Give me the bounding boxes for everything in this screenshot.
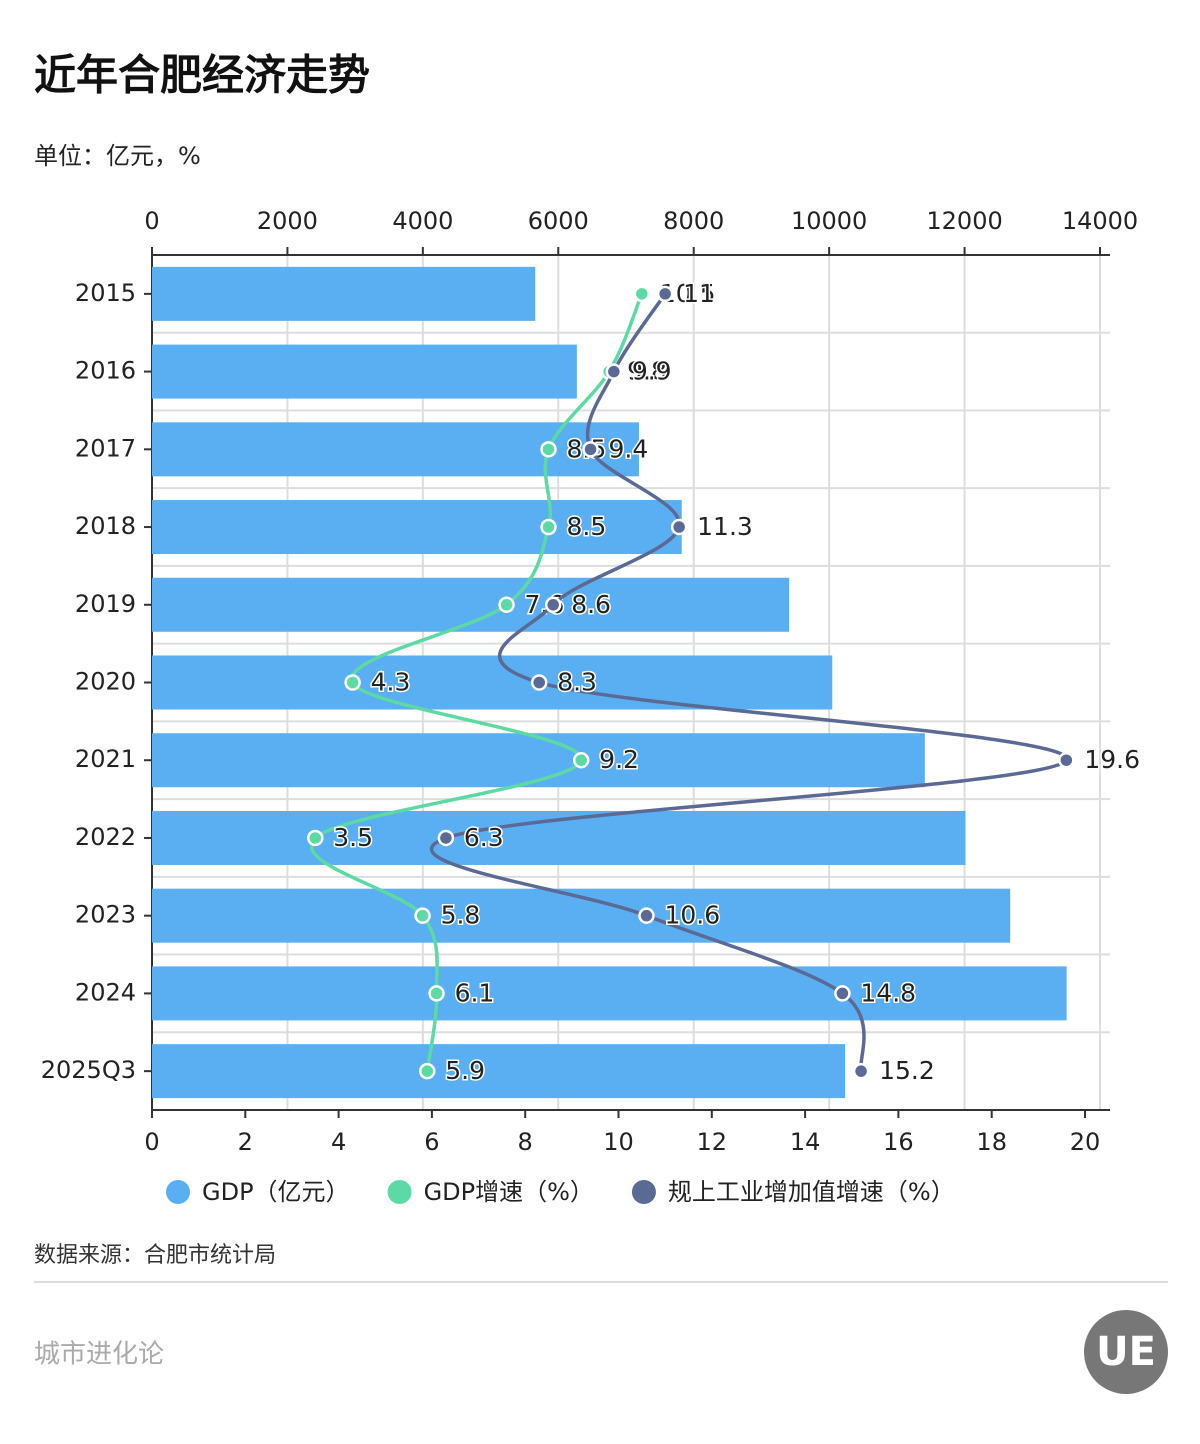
point <box>428 985 445 1002</box>
point <box>605 363 623 380</box>
point <box>344 674 361 691</box>
x2-tick-label: 4 <box>331 1128 346 1156</box>
bar <box>152 266 536 321</box>
point <box>633 285 651 303</box>
y-tick-label: 2018 <box>75 512 136 540</box>
x-tick-label: 2000 <box>257 207 318 235</box>
unit: 单位：亿元，% <box>34 142 201 170</box>
point <box>530 674 548 691</box>
x2-tick-label: 8 <box>518 1128 533 1156</box>
x-tick-label: 0 <box>144 207 159 235</box>
value-label: 8.3 <box>557 668 597 697</box>
x-tick-label: 14000 <box>1062 207 1138 235</box>
bar <box>152 500 682 555</box>
x2-tick-label: 20 <box>1070 1128 1101 1156</box>
legend-label: GDP（亿元） <box>202 1178 350 1206</box>
value-label: 6.1 <box>455 978 495 1007</box>
legend-swatch <box>387 1180 412 1204</box>
value-label: 19.6 <box>1084 745 1140 774</box>
point <box>544 596 562 614</box>
point <box>852 1062 870 1080</box>
y-tick-label: 2020 <box>75 668 136 696</box>
value-label: 3.5 <box>333 823 373 852</box>
legend-swatch <box>631 1180 656 1204</box>
value-label: 8.6 <box>571 590 611 619</box>
point <box>670 518 688 536</box>
point <box>540 518 557 536</box>
y-tick-label: 2022 <box>75 823 136 851</box>
point <box>638 907 655 924</box>
x-tick-label: 12000 <box>926 207 1002 235</box>
value-label: 11 <box>683 279 715 308</box>
bar <box>152 655 833 710</box>
brand: 城市进化论 <box>34 1340 164 1370</box>
x-tick-label: 6000 <box>528 207 589 235</box>
value-label: 9.8 <box>627 357 667 386</box>
point <box>582 441 599 458</box>
bar <box>152 733 925 788</box>
value-label: 8.5 <box>567 512 607 541</box>
point <box>307 829 324 847</box>
x2-tick-label: 2 <box>238 1128 253 1156</box>
point <box>498 596 515 614</box>
point <box>418 1062 436 1080</box>
value-label: 5.8 <box>441 901 481 930</box>
y-tick-label: 2021 <box>75 745 136 773</box>
x2-tick-label: 0 <box>144 1128 159 1156</box>
y-tick-label: 2016 <box>75 357 136 385</box>
title: 近年合肥经济走势 <box>34 51 370 100</box>
x2-tick-label: 14 <box>790 1128 821 1156</box>
legend-swatch <box>166 1180 190 1204</box>
bar <box>152 966 1067 1021</box>
y-tick-label: 2024 <box>75 978 136 1006</box>
point <box>572 751 590 769</box>
x-tick-label: 8000 <box>663 207 724 235</box>
value-label: 6.3 <box>464 823 504 852</box>
x2-tick-label: 16 <box>883 1128 914 1156</box>
point <box>834 985 851 1002</box>
x2-tick-label: 18 <box>976 1128 1007 1156</box>
x-tick-label: 10000 <box>791 207 867 235</box>
bar <box>152 1044 846 1099</box>
bar <box>152 344 577 399</box>
y-tick-label: 2017 <box>75 434 136 462</box>
value-label: 5.9 <box>445 1056 485 1085</box>
y-tick-label: 2025Q3 <box>41 1056 136 1084</box>
value-label: 14.8 <box>860 978 916 1007</box>
legend-label: GDP增速（%） <box>424 1178 594 1206</box>
value-label: 9.4 <box>609 434 649 463</box>
value-label: 10.6 <box>664 901 720 930</box>
logo: UE <box>1096 1329 1156 1375</box>
logo-circle <box>1084 1310 1168 1394</box>
value-label: 9.9 <box>632 357 672 386</box>
value-label: 4.3 <box>371 668 411 697</box>
point <box>414 907 431 924</box>
y-tick-label: 2019 <box>75 590 136 618</box>
source: 数据来源：合肥市统计局 <box>34 1243 276 1268</box>
point <box>437 829 455 847</box>
value-label: 11.3 <box>697 512 753 541</box>
value-label: 9.2 <box>599 745 639 774</box>
plot: 0 2000 4000 6000 8000 10000 12000 14000 0 2 4 6 8 10 1… <box>41 207 1142 1206</box>
y-tick-label: 2015 <box>75 279 136 307</box>
x-tick-label: 4000 <box>392 207 453 235</box>
point <box>656 285 674 303</box>
legend-label: 规上工业增加值增速（%） <box>668 1178 955 1206</box>
x2-tick-label: 10 <box>603 1128 634 1156</box>
value-label: 15.2 <box>879 1056 935 1085</box>
x2-tick-label: 12 <box>697 1128 728 1156</box>
point <box>540 441 557 458</box>
x2-tick-label: 6 <box>424 1128 439 1156</box>
y-tick-label: 2023 <box>75 901 136 929</box>
point <box>1058 751 1075 769</box>
